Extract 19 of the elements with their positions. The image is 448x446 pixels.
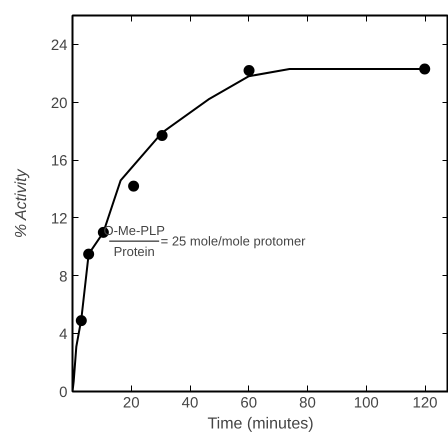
- y-tick-label: 4: [59, 326, 68, 344]
- x-tick-label: 100: [354, 394, 379, 412]
- y-axis-title: % Activity: [12, 168, 30, 238]
- y-tick-label: 24: [50, 36, 68, 54]
- x-tick-label: 40: [182, 394, 198, 412]
- x-tick-label: 120: [412, 394, 438, 412]
- point: [244, 64, 255, 76]
- y-tick-label: 0: [59, 384, 68, 401]
- y-tick-label: 8: [59, 268, 68, 286]
- x-tick-label: 60: [240, 394, 258, 412]
- x-axis-title: Time (minutes): [207, 416, 314, 432]
- x-tick-label: 80: [299, 394, 316, 412]
- x-tick-label: 20: [122, 394, 140, 412]
- annotation: = 25 mole/mole protomer: [160, 234, 306, 249]
- y-tick-label: 20: [50, 94, 68, 112]
- y-tick-label: 16: [50, 152, 68, 170]
- point: [128, 180, 140, 192]
- annotation: Protein: [114, 244, 155, 259]
- y-tick-label: 12: [50, 210, 68, 228]
